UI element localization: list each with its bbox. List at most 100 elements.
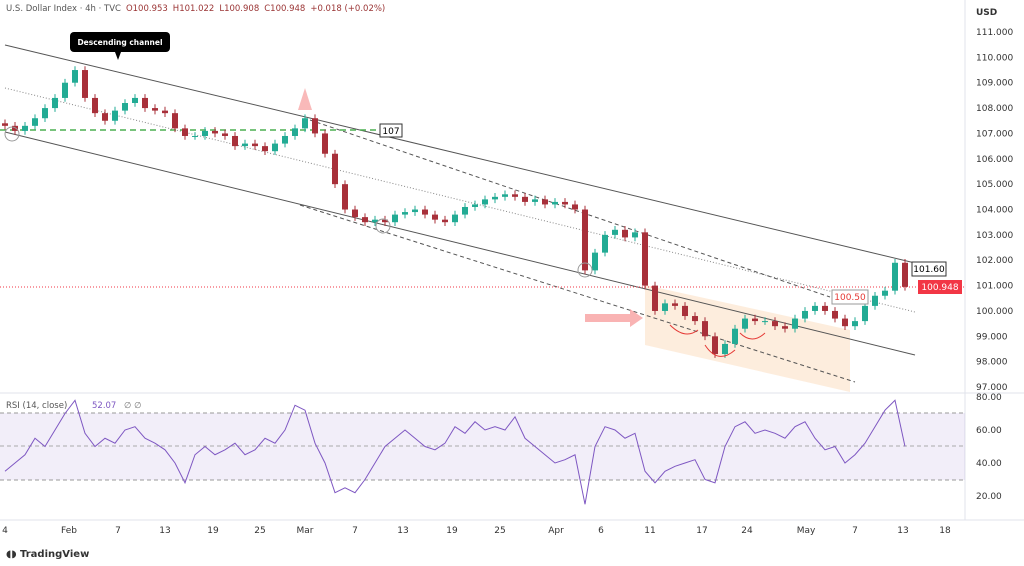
candle <box>842 314 848 330</box>
change-value: +0.018 (+0.02%) <box>310 4 386 14</box>
candle <box>32 114 38 130</box>
candle <box>802 307 808 323</box>
candle <box>662 299 668 315</box>
candle <box>852 317 858 330</box>
time-tick-label: 19 <box>446 526 458 536</box>
candle <box>532 195 538 206</box>
descending-channel-tooltip: Descending channel <box>70 32 170 60</box>
candle <box>892 258 898 295</box>
time-tick-label: 19 <box>207 526 219 536</box>
last-price-badge: 100.948 <box>918 280 962 294</box>
candle <box>582 205 588 275</box>
candle <box>262 142 268 155</box>
close-value: C100.948 <box>264 4 306 14</box>
rsi-title[interactable]: RSI (14, close) <box>6 401 67 411</box>
candle <box>222 129 228 140</box>
candle <box>422 205 428 219</box>
candle <box>352 205 358 221</box>
rsi-tick-label: 80.00 <box>976 393 1002 403</box>
candle <box>522 193 528 206</box>
candle <box>322 129 328 158</box>
open-value: O100.953 <box>125 4 168 14</box>
price-tick-label: 111.000 <box>976 28 1013 38</box>
candle <box>72 66 78 87</box>
price-tick-label: 108.000 <box>976 104 1013 114</box>
price-tick-label: 107.000 <box>976 129 1013 139</box>
time-tick-label: 25 <box>494 526 505 536</box>
time-tick-label: Feb <box>61 526 77 536</box>
candle <box>82 66 88 102</box>
candle <box>442 215 448 227</box>
candle <box>22 122 28 135</box>
time-tick-label: 18 <box>939 526 951 536</box>
chart-header: U.S. Dollar Index · 4h · TVC O100.953 H101… <box>6 4 385 14</box>
head-shoulders-arc <box>704 344 736 357</box>
candle <box>432 210 438 224</box>
level-107-label[interactable]: 107 <box>379 123 403 138</box>
brand-label: TradingView <box>20 549 90 560</box>
candle <box>812 302 818 315</box>
pivot-circle <box>577 262 593 278</box>
candle <box>172 109 178 133</box>
candle <box>112 106 118 125</box>
pivot-circle <box>4 126 20 142</box>
candle <box>392 210 398 227</box>
candle <box>412 205 418 216</box>
candle <box>182 124 188 140</box>
currency-label: USD <box>976 8 997 18</box>
channel-lower-line[interactable] <box>4 131 916 356</box>
candle <box>712 332 718 358</box>
time-tick-label: 7 <box>852 526 858 536</box>
low-value: L100.908 <box>219 4 260 14</box>
level-100-50-label[interactable]: 100.50 <box>831 289 869 305</box>
price-tick-label: 106.000 <box>976 155 1013 165</box>
time-tick-label: Apr <box>548 526 564 536</box>
level-101-60-label[interactable]: 101.60 <box>911 261 947 277</box>
channel-upper-line[interactable] <box>4 44 916 264</box>
price-tick-label: 100.000 <box>976 307 1013 317</box>
time-tick-label: 11 <box>644 526 655 536</box>
candle <box>332 149 338 188</box>
channel-mid-line[interactable] <box>4 87 916 313</box>
candle <box>212 127 218 138</box>
candle <box>12 122 18 135</box>
candle <box>572 200 578 214</box>
candle <box>512 190 518 201</box>
time-tick-label: 25 <box>254 526 265 536</box>
candle <box>302 114 308 133</box>
time-tick-label: 13 <box>159 526 170 536</box>
rsi-tick-label: 60.00 <box>976 426 1002 436</box>
candle <box>872 291 878 310</box>
candle <box>682 302 688 320</box>
candle <box>692 312 698 325</box>
candle <box>202 127 208 140</box>
pivot-circle <box>375 218 391 234</box>
candle <box>342 180 348 214</box>
price-tick-label: 97.000 <box>976 383 1008 393</box>
time-tick-label: Mar <box>297 526 314 536</box>
inner-dashed-lower[interactable] <box>299 204 856 383</box>
time-tick-label: 17 <box>696 526 707 536</box>
candle <box>562 198 568 209</box>
head-shoulders-arc <box>739 332 766 340</box>
symbol-label[interactable]: U.S. Dollar Index · 4h · TVC <box>6 4 121 14</box>
tradingview-logo[interactable]: ◖◗ TradingView <box>6 549 89 560</box>
candle <box>372 215 378 227</box>
candle <box>652 281 658 315</box>
arrow-down-icon <box>298 88 312 110</box>
time-tick-label: 6 <box>598 526 604 536</box>
inner-dashed-upper[interactable] <box>309 119 831 298</box>
rsi-extra: ∅ ∅ <box>124 401 142 411</box>
svg-text:101.60: 101.60 <box>913 265 945 275</box>
price-tick-label: 99.000 <box>976 332 1008 342</box>
candle <box>862 302 868 325</box>
candle <box>902 258 908 291</box>
time-tick-label: 4 <box>2 526 8 536</box>
candle <box>102 109 108 125</box>
candle <box>742 314 748 333</box>
candle <box>672 299 678 310</box>
candle <box>612 226 618 239</box>
candle <box>792 314 798 333</box>
time-tick-label: May <box>797 526 816 536</box>
